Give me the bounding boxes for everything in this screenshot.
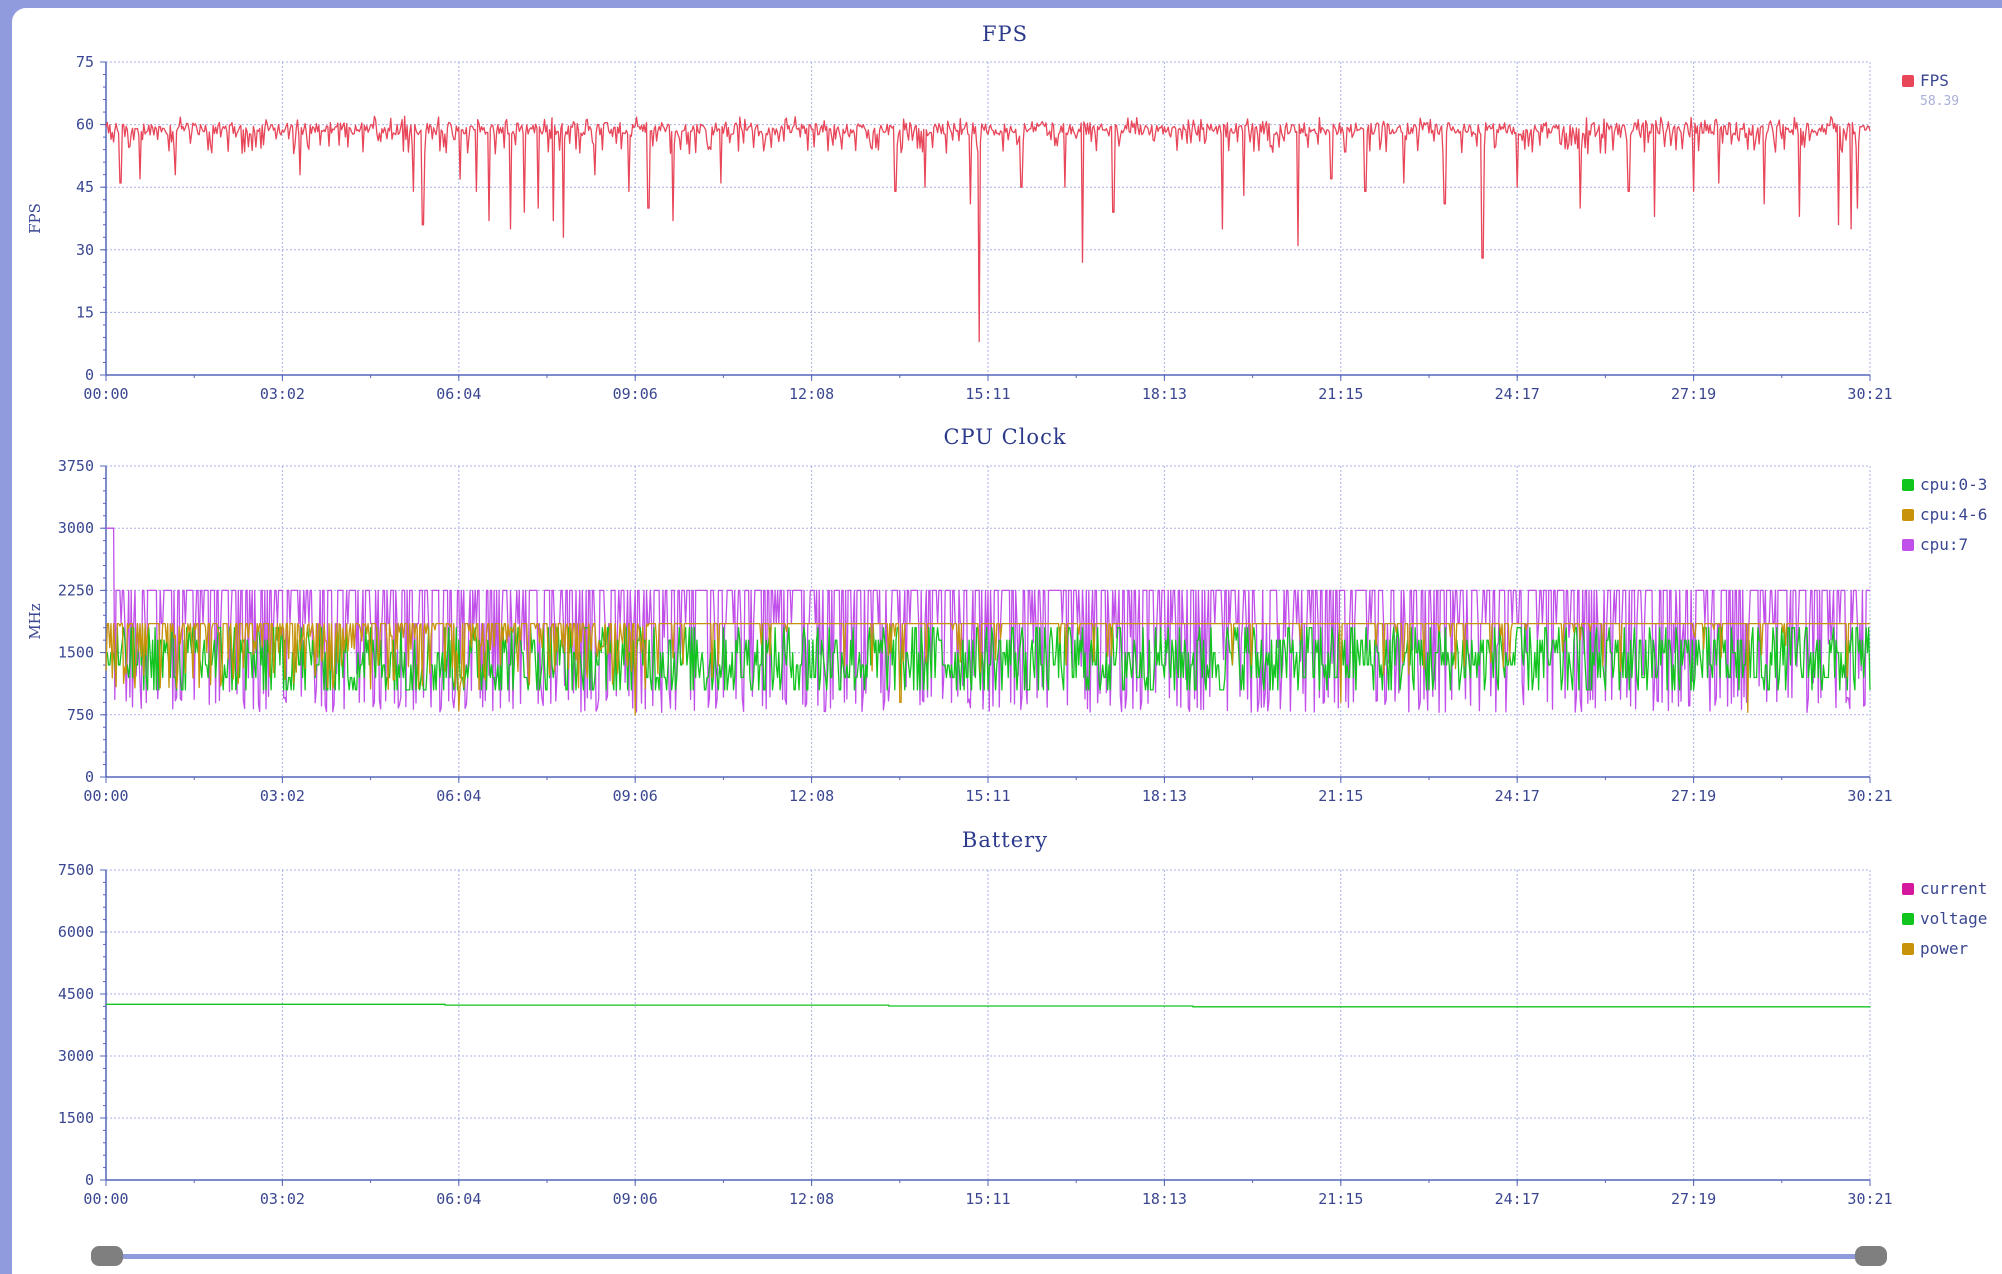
x-tick-label: 15:11 xyxy=(965,787,1010,805)
legend-label-cpu-0-3[interactable]: cpu:0-3 xyxy=(1920,475,1987,494)
x-tick-label: 03:02 xyxy=(260,1190,305,1208)
series-line-fps xyxy=(105,115,1871,343)
y-tick-label: 7500 xyxy=(58,861,94,879)
legend-label-voltage[interactable]: voltage xyxy=(1920,909,1987,928)
y-tick-label: 3000 xyxy=(58,519,94,537)
x-tick-label: 21:15 xyxy=(1318,385,1363,403)
x-tick-label: 24:17 xyxy=(1495,787,1540,805)
chart-battery: Battery 0 1500 3000 4500 6000 7500 00:00 03:02 06… xyxy=(58,828,1988,1208)
x-tick-label: 15:11 xyxy=(965,1190,1010,1208)
legend-value-fps: 58.39 xyxy=(1920,94,1959,109)
legend-swatch-cpu-0-3[interactable] xyxy=(1902,479,1914,491)
series-line-cpu-7 xyxy=(106,527,1870,713)
chart-cpu: CPU Clock MHz 0 750 1500 2250 3000 3750 00:00 03:… xyxy=(26,425,1987,805)
y-tick-label: 15 xyxy=(76,303,94,321)
x-tick-label: 12:08 xyxy=(789,385,834,403)
x-tick-label: 27:19 xyxy=(1671,787,1716,805)
y-tick-label: 2250 xyxy=(58,581,94,599)
x-tick-label: 09:06 xyxy=(613,1190,658,1208)
y-tick-label: 6000 xyxy=(58,923,94,941)
y-tick-label: 30 xyxy=(76,241,94,259)
series-line-cpu-4-6 xyxy=(105,622,1870,716)
y-tick-label: 45 xyxy=(76,178,94,196)
legend-swatch-fps[interactable] xyxy=(1902,75,1914,87)
series-line-cpu-0-3 xyxy=(106,627,1871,691)
y-axis-label: MHz xyxy=(26,603,44,639)
x-tick-label: 24:17 xyxy=(1495,1190,1540,1208)
y-axis-label: FPS xyxy=(26,203,44,234)
y-tick-label: 75 xyxy=(76,53,94,71)
legend-swatch-voltage[interactable] xyxy=(1902,913,1914,925)
y-tick-label: 3750 xyxy=(58,457,94,475)
y-tick-label: 0 xyxy=(85,366,94,384)
x-tick-label: 09:06 xyxy=(613,787,658,805)
x-tick-label: 27:19 xyxy=(1671,385,1716,403)
legend-label-cpu-4-6[interactable]: cpu:4-6 xyxy=(1920,505,1987,524)
chart-title: Battery xyxy=(962,828,1048,852)
x-tick-label: 21:15 xyxy=(1318,1190,1363,1208)
x-tick-label: 00:00 xyxy=(83,385,128,403)
x-tick-label: 30:21 xyxy=(1847,1190,1892,1208)
x-tick-label: 06:04 xyxy=(436,1190,481,1208)
legend-swatch-power[interactable] xyxy=(1902,943,1914,955)
x-tick-label: 15:11 xyxy=(965,385,1010,403)
legend-label-cpu-7[interactable]: cpu:7 xyxy=(1920,535,1968,554)
y-tick-label: 0 xyxy=(85,768,94,786)
y-tick-label: 60 xyxy=(76,116,94,134)
y-tick-label: 1500 xyxy=(58,644,94,662)
legend-swatch-current[interactable] xyxy=(1902,883,1914,895)
x-tick-label: 03:02 xyxy=(260,385,305,403)
y-tick-label: 0 xyxy=(85,1171,94,1189)
x-tick-label: 12:08 xyxy=(789,1190,834,1208)
chart-fps: FPS FPS 0 15 30 45 60 75 00:00 03:02 06:04 09:06 12:… xyxy=(26,22,1959,403)
y-tick-label: 1500 xyxy=(58,1109,94,1127)
x-tick-label: 06:04 xyxy=(436,787,481,805)
x-tick-label: 00:00 xyxy=(83,787,128,805)
y-tick-label: 750 xyxy=(67,706,94,724)
x-tick-label: 12:08 xyxy=(789,787,834,805)
legend-label-current[interactable]: current xyxy=(1920,879,1987,898)
legend-label-power[interactable]: power xyxy=(1920,939,1969,958)
legend-swatch-cpu-4-6[interactable] xyxy=(1902,509,1914,521)
x-tick-label: 21:15 xyxy=(1318,787,1363,805)
time-range-slider-track[interactable] xyxy=(104,1254,1884,1259)
legend-swatch-cpu-7[interactable] xyxy=(1902,539,1914,551)
chart-title: CPU Clock xyxy=(943,425,1066,449)
chart-title: FPS xyxy=(982,22,1028,46)
x-tick-label: 18:13 xyxy=(1142,787,1187,805)
x-tick-label: 27:19 xyxy=(1671,1190,1716,1208)
x-tick-label: 09:06 xyxy=(613,385,658,403)
x-tick-label: 24:17 xyxy=(1495,385,1540,403)
x-tick-label: 18:13 xyxy=(1142,385,1187,403)
time-range-slider-end-handle[interactable] xyxy=(1855,1246,1887,1266)
x-tick-label: 30:21 xyxy=(1847,385,1892,403)
time-range-slider-start-handle[interactable] xyxy=(91,1246,123,1266)
x-tick-label: 30:21 xyxy=(1847,787,1892,805)
x-tick-label: 06:04 xyxy=(436,385,481,403)
legend-label-fps[interactable]: FPS xyxy=(1920,71,1949,90)
series-line-voltage xyxy=(106,1003,1871,1008)
y-tick-label: 3000 xyxy=(58,1047,94,1065)
x-tick-label: 00:00 xyxy=(83,1190,128,1208)
x-tick-label: 18:13 xyxy=(1142,1190,1187,1208)
x-tick-label: 03:02 xyxy=(260,787,305,805)
y-tick-label: 4500 xyxy=(58,985,94,1003)
